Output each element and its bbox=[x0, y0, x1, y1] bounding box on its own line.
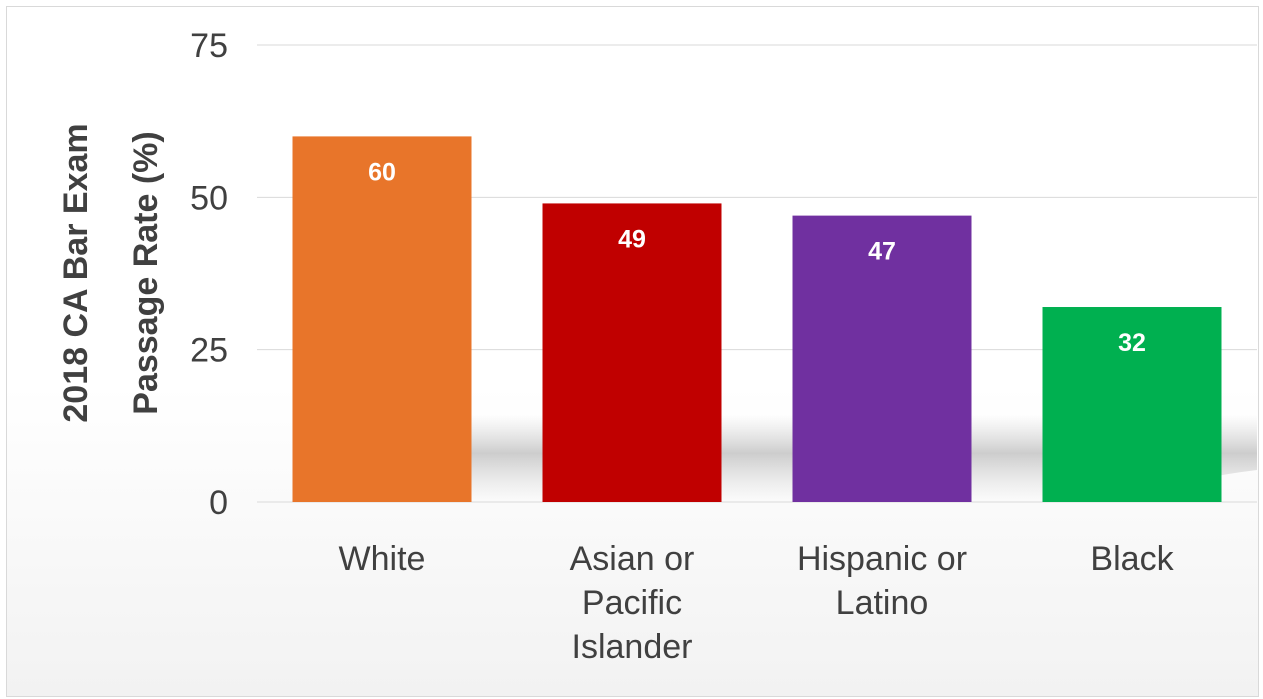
y-tick-label: 0 bbox=[209, 484, 228, 522]
data-label: 60 bbox=[368, 158, 396, 186]
floor-shadow bbox=[300, 415, 1257, 500]
x-tick-label: Asian or Pacific Islander bbox=[570, 540, 695, 666]
shadow-band bbox=[300, 415, 1257, 500]
y-axis-ticks: 0 25 50 75 bbox=[190, 27, 228, 522]
bar bbox=[292, 136, 472, 502]
data-label: 47 bbox=[868, 238, 896, 266]
x-tick-label: Black bbox=[1090, 540, 1174, 578]
x-axis-ticks: White Asian or Pacific Islander Hispanic or L… bbox=[339, 540, 1175, 666]
data-label: 32 bbox=[1118, 329, 1146, 357]
bar bbox=[792, 215, 972, 502]
bar bbox=[1042, 307, 1222, 502]
y-tick-label: 75 bbox=[190, 27, 228, 65]
x-tick-label: Hispanic or Latino bbox=[797, 540, 967, 622]
bars bbox=[292, 136, 1222, 502]
y-axis-label: 2018 CA Bar Exam Passage Rate (%) bbox=[57, 123, 165, 422]
y-tick-label: 50 bbox=[190, 179, 228, 217]
y-axis-title: 2018 CA Bar Exam Passage Rate (%) bbox=[57, 123, 165, 422]
y-tick-label: 25 bbox=[190, 332, 228, 370]
data-labels: 60 49 47 32 bbox=[368, 158, 1146, 357]
data-label: 49 bbox=[618, 225, 646, 253]
x-tick-label: White bbox=[339, 540, 426, 578]
bar bbox=[542, 203, 722, 502]
